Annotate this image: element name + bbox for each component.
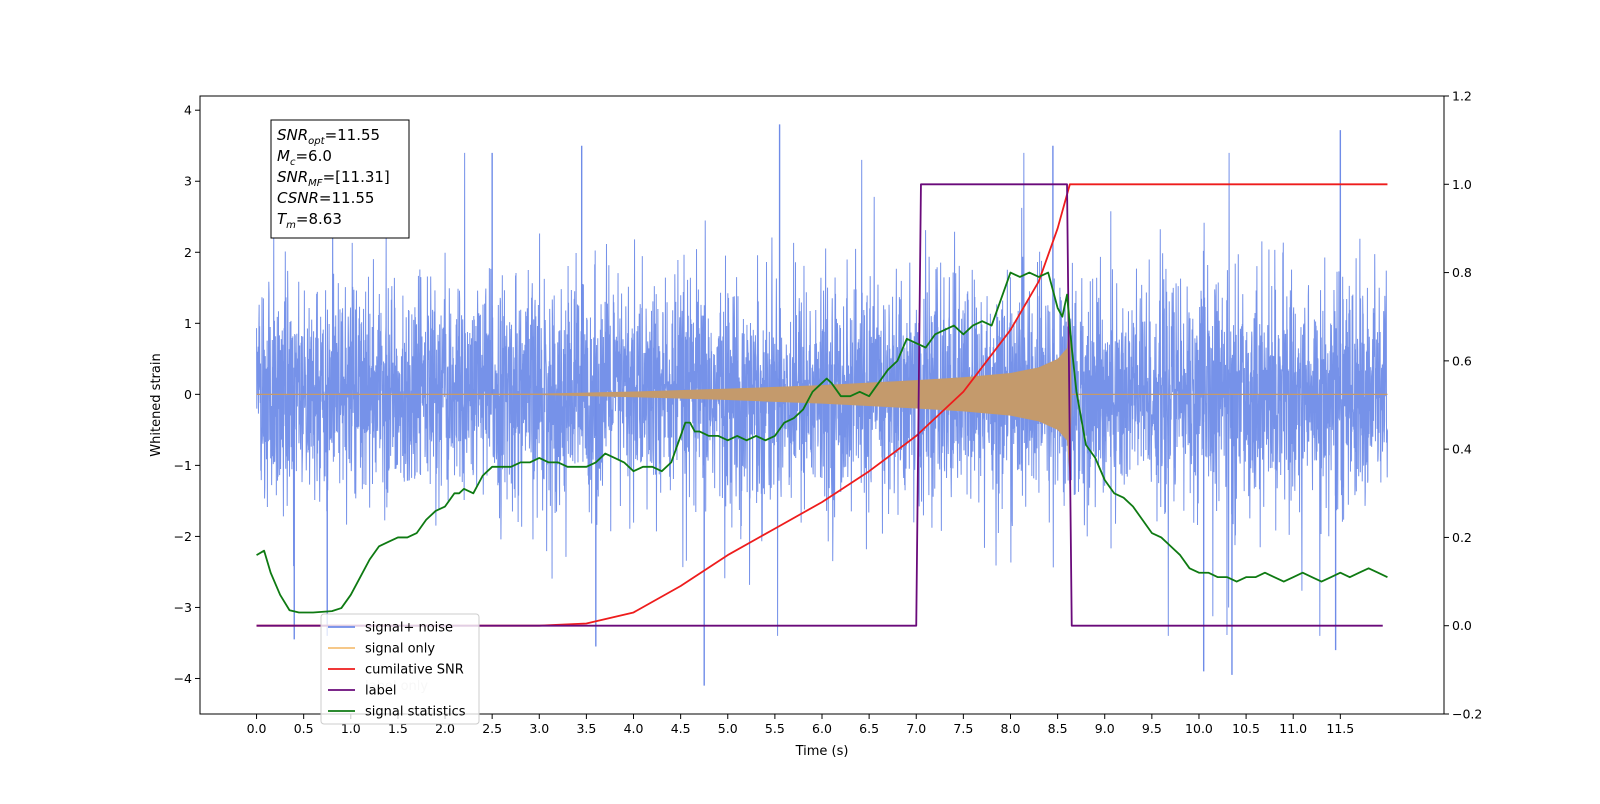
annotation-value: =6.0 — [295, 147, 331, 165]
x-tick-label-16: 8.0 — [1001, 721, 1021, 736]
y-left-tick-label-7: −3 — [174, 600, 192, 615]
x-tick-label-3: 1.5 — [388, 721, 408, 736]
x-tick-label-22: 11.0 — [1279, 721, 1307, 736]
annotation-line-1: Mc=6.0 — [277, 147, 332, 168]
annotation-line-2: SNRMF=[11.31] — [277, 168, 390, 189]
y-right-tick-label-5: 0.2 — [1452, 530, 1472, 545]
annotation-base: M — [277, 147, 290, 165]
annotation-subscript: m — [286, 220, 296, 231]
x-tick-label-19: 9.5 — [1142, 721, 1162, 736]
x-tick-label-2: 1.0 — [341, 721, 361, 736]
annotation-value: =8.63 — [296, 210, 342, 228]
legend-label-0: signal+ noise — [365, 621, 453, 636]
x-tick-label-21: 10.5 — [1232, 721, 1260, 736]
y-left-tick-label-8: −4 — [174, 671, 192, 686]
annotation-base: SNR — [277, 168, 308, 186]
y-left-tick-label-0: 4 — [184, 103, 192, 118]
y-right-tick-label-0: 1.2 — [1452, 89, 1472, 104]
x-tick-label-10: 5.0 — [718, 721, 738, 736]
annotation-value: =11.55 — [325, 126, 381, 144]
x-tick-label-23: 11.5 — [1326, 721, 1354, 736]
series-label — [256, 183, 1383, 627]
legend-label-1: signal only — [365, 642, 435, 657]
plot-clip-group — [256, 124, 1388, 686]
x-tick-label-12: 6.0 — [812, 721, 832, 736]
annotation-box-frame — [270, 119, 410, 239]
annotation-line-4: Tm=8.63 — [277, 210, 342, 231]
y-right-tick-label-6: 0.0 — [1452, 618, 1472, 633]
legend-label-3: label — [365, 684, 396, 699]
annotation-subscript: opt — [308, 136, 325, 147]
annotation-line-3: CSNR=11.55 — [277, 189, 374, 207]
series-signal-noise — [256, 152, 1388, 636]
x-axis-label: Time (s) — [795, 744, 849, 759]
y-left-tick-label-3: 1 — [184, 316, 192, 331]
x-tick-label-4: 2.0 — [435, 721, 455, 736]
y-right-tick-label-2: 0.8 — [1452, 265, 1472, 280]
x-tick-label-18: 9.0 — [1095, 721, 1115, 736]
x-tick-label-17: 8.5 — [1048, 721, 1068, 736]
y-right-tick-label-1: 1.0 — [1452, 177, 1472, 192]
y-left-tick-label-5: −1 — [174, 458, 192, 473]
y-left-tick-label-6: −2 — [174, 529, 192, 544]
annotation-value: =11.55 — [319, 189, 375, 207]
legend-label-2: cumilative SNR — [365, 663, 464, 678]
x-tick-label-0: 0.0 — [247, 721, 267, 736]
x-tick-label-11: 5.5 — [765, 721, 785, 736]
x-tick-label-14: 7.0 — [906, 721, 926, 736]
x-tick-label-13: 6.5 — [859, 721, 879, 736]
plot-area — [256, 124, 1388, 686]
ticks: 0.0 0.5 1.0 1.5 2.0 2.5 3.0 3.5 4.0 4.5 5.0 5.5 6.0 6… — [174, 89, 1483, 737]
y-axis-label-left: Whitened strain — [149, 353, 164, 456]
annotation-value: =[11.31] — [323, 168, 390, 186]
y-left-tick-label-2: 2 — [184, 245, 192, 260]
annotation-box: SNRopt=11.55Mc=6.0SNRMF=[11.31]CSNR=11.5… — [270, 119, 410, 239]
legend-label-4: signal statistics — [365, 705, 466, 720]
annotation-base: SNR — [277, 126, 308, 144]
annotation-subscript: c — [290, 157, 296, 168]
x-tick-label-5: 2.5 — [482, 721, 502, 736]
annotation-base: CSNR — [277, 189, 319, 207]
x-tick-label-15: 7.5 — [953, 721, 973, 736]
series-cumilative-snr — [256, 183, 1388, 627]
y-right-tick-label-4: 0.4 — [1452, 442, 1472, 457]
y-right-tick-label-7: −0.2 — [1452, 707, 1482, 722]
annotation-subscript: MF — [308, 178, 323, 189]
legend-frame — [320, 613, 480, 725]
series-signal-statistics — [256, 271, 1388, 614]
annotation-base: T — [277, 210, 288, 228]
x-tick-label-9: 4.5 — [671, 721, 691, 736]
y-left-tick-label-4: 0 — [184, 387, 192, 402]
annotation-line-0: SNRopt=11.55 — [277, 126, 380, 147]
x-tick-label-20: 10.0 — [1185, 721, 1213, 736]
x-tick-label-7: 3.5 — [576, 721, 596, 736]
y-right-tick-label-3: 0.6 — [1452, 353, 1472, 368]
x-tick-label-6: 3.0 — [529, 721, 549, 736]
y-left-tick-label-1: 3 — [184, 174, 192, 189]
x-tick-label-1: 0.5 — [294, 721, 314, 736]
x-tick-label-8: 4.0 — [624, 721, 644, 736]
